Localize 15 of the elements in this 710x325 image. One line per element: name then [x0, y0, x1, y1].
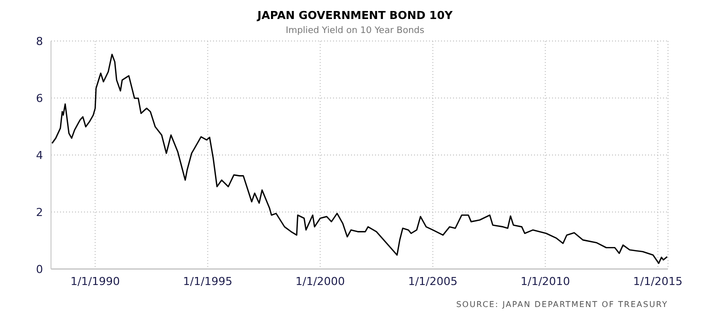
x-tick-label: 1/1/1995: [182, 274, 232, 288]
y-tick-label: 4: [36, 148, 43, 162]
y-tick-label: 2: [36, 206, 43, 219]
y-tick-label: 8: [36, 34, 43, 48]
x-tick-label: 1/1/2010: [520, 274, 570, 288]
chart-title: JAPAN GOVERNMENT BOND 10Y: [256, 9, 454, 22]
x-tick-label: 1/1/2005: [408, 274, 458, 288]
line-series: [51, 54, 668, 264]
x-tick-label: 1/1/1990: [70, 274, 120, 288]
y-tick-label: 6: [36, 92, 43, 105]
x-tick-label: 1/1/2015: [633, 274, 683, 288]
y-tick-label: 0: [36, 262, 43, 276]
source-note: SOURCE: JAPAN DEPARTMENT OF TREASURY: [456, 300, 668, 309]
x-tick-label: 1/1/2000: [296, 274, 345, 288]
chart-subtitle: Implied Yield on 10 Year Bonds: [284, 26, 426, 36]
